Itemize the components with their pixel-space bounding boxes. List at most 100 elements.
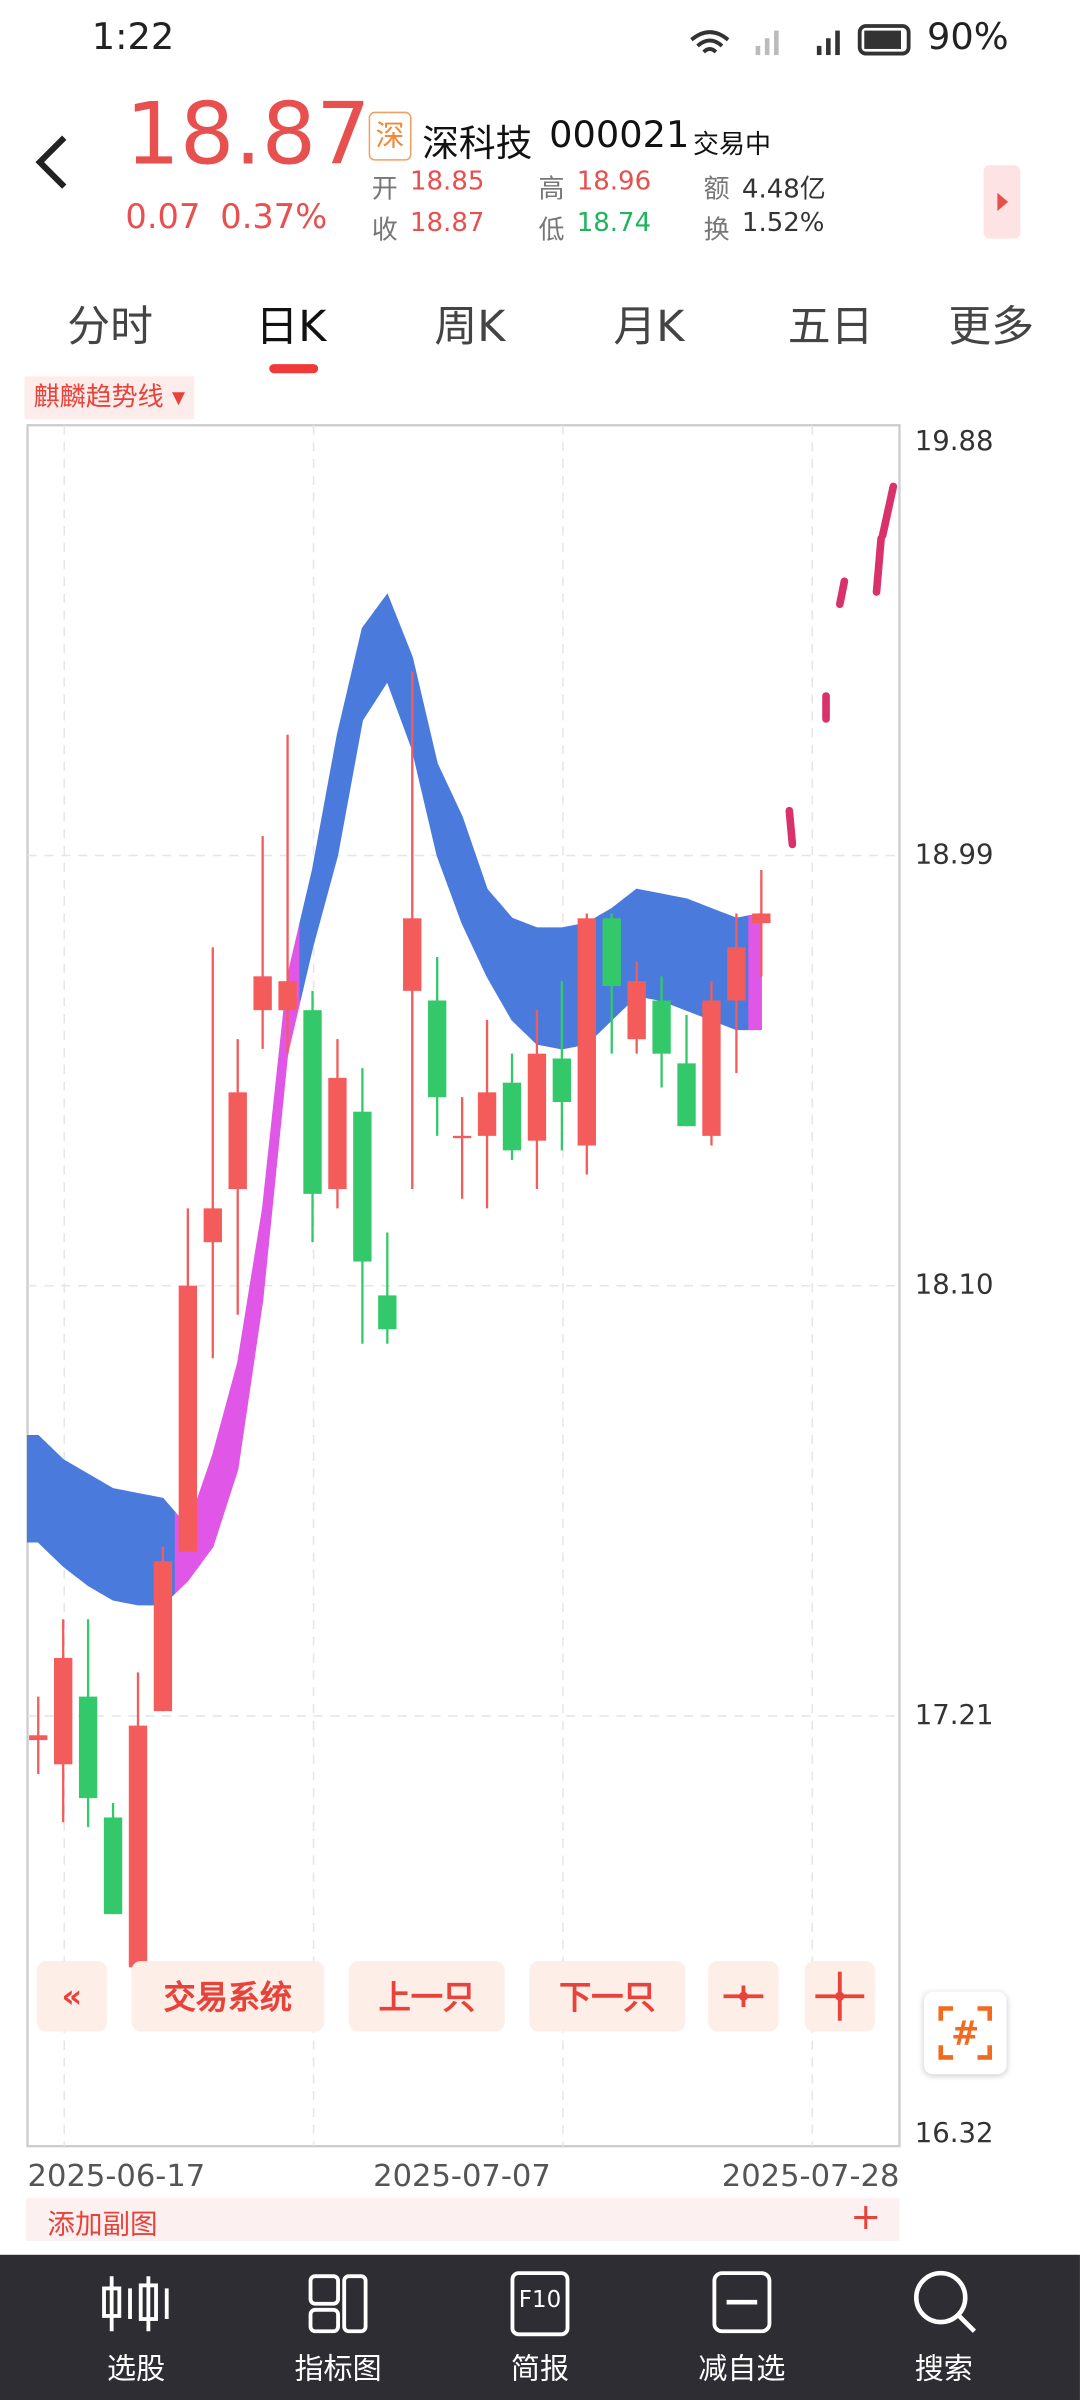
candle-body — [677, 1063, 696, 1127]
y-tick-label: 18.99 — [915, 838, 994, 870]
trend-band — [498, 902, 526, 1034]
trend-band — [75, 1465, 102, 1594]
stat-label: 高 — [538, 174, 565, 205]
time: 1:22 — [91, 15, 175, 59]
stock-code: 000021 — [549, 113, 690, 157]
y-tick-label: 18.10 — [915, 1269, 994, 1301]
candle-body — [278, 981, 297, 1011]
cursor-button[interactable] — [804, 1961, 875, 2032]
crosshair-button[interactable] — [708, 1961, 779, 2032]
stock-name: 深科技 — [422, 122, 533, 166]
candle-body — [178, 1285, 198, 1552]
bottom-nav — [0, 2254, 1080, 2400]
candle-body — [477, 1092, 497, 1136]
tab[interactable]: 日K — [255, 301, 327, 352]
nav-icon — [308, 2274, 368, 2334]
x-tick-label: 2025-07-07 — [373, 2159, 551, 2194]
trend-band — [50, 1446, 77, 1578]
add-subchart-bar[interactable]: 添加副图 + — [26, 2195, 900, 2242]
trend-band — [424, 710, 451, 890]
stat-label: 低 — [538, 215, 565, 247]
stat-value: 1.52% — [741, 208, 825, 239]
nav-label: 搜索 — [914, 2352, 973, 2387]
tab[interactable]: 五日 — [787, 301, 874, 352]
x-tick-label: 2025-07-28 — [722, 2159, 900, 2194]
candle-body — [403, 918, 422, 991]
trend-band — [249, 1092, 276, 1385]
icon — [723, 1985, 764, 2007]
candle-body — [527, 1053, 547, 1141]
stat-value: 18.85 — [409, 166, 485, 198]
tab[interactable]: 更多 — [948, 301, 1035, 352]
tab-indicator — [269, 364, 319, 374]
back-button[interactable] — [28, 132, 74, 193]
stat-label: 收 — [371, 215, 398, 247]
trade-status: 交易中 — [692, 130, 771, 161]
nav-item[interactable]: F10 简报 — [441, 2255, 640, 2399]
candle-body — [727, 947, 746, 1001]
status-icons — [690, 24, 911, 56]
tab[interactable]: 分时 — [67, 301, 153, 352]
chart-button[interactable]: 交易系统 — [131, 1961, 325, 2032]
nav-icon — [510, 2271, 570, 2337]
trend-band — [449, 789, 476, 951]
chart-button[interactable]: 下一只 — [529, 1961, 686, 2032]
kline-chart: 16.32 17.21 18.10 18.99 19.88 2025-06-17 2025-… — [26, 424, 994, 2194]
icon — [815, 1971, 865, 2021]
arrow — [997, 192, 1009, 212]
icon: # — [938, 2006, 993, 2060]
exchange-badge: 深 — [368, 111, 412, 161]
chart-button[interactable]: 上一只 — [348, 1961, 505, 2032]
candle-body — [602, 918, 621, 987]
nav-icon — [102, 2276, 169, 2332]
candle-body — [103, 1817, 123, 1915]
battery: 90% — [926, 15, 1009, 59]
add-icon: + — [850, 2195, 882, 2238]
candle-body — [78, 1696, 98, 1799]
stat-value: 18.74 — [576, 208, 652, 239]
candle-body — [752, 913, 771, 924]
stat-value: 18.96 — [576, 166, 652, 198]
side-toggle[interactable] — [983, 165, 1021, 239]
nav-item[interactable]: 减自选 — [642, 2255, 841, 2399]
candle-body — [153, 1561, 173, 1712]
stat-label: 额 — [703, 174, 730, 205]
indicator-selector[interactable]: 麒麟趋势线 ▾ — [24, 376, 195, 420]
trend-band — [26, 1434, 52, 1556]
stat-label: 换 — [703, 215, 730, 247]
candle-body — [29, 1735, 48, 1741]
trend-band — [124, 1490, 152, 1606]
y-tick-label: 17.21 — [915, 1699, 994, 1731]
candle-body — [452, 1135, 472, 1139]
candle-body — [353, 1111, 372, 1262]
candle-body — [502, 1082, 522, 1151]
trend-band — [299, 802, 326, 1001]
candle-body — [627, 981, 646, 1040]
candle-body — [378, 1295, 397, 1330]
grid-button[interactable]: # — [923, 1991, 1007, 2075]
nav-label: 简报 — [510, 2352, 570, 2387]
tab[interactable]: 周K — [434, 301, 506, 352]
nav-item[interactable]: 搜索 — [844, 2255, 1043, 2399]
indicator-name: 麒麟趋势线 — [33, 382, 164, 414]
candle-body — [428, 1000, 447, 1098]
nav-item[interactable]: 指标图 — [239, 2255, 438, 2399]
candle-body — [128, 1725, 148, 1968]
y-tick-label: 19.88 — [915, 425, 994, 457]
stat-label: 开 — [371, 174, 398, 205]
nav-icon — [913, 2270, 977, 2333]
trend-band — [374, 593, 401, 716]
svg-text:#: # — [951, 2014, 979, 2053]
candle-body — [652, 1000, 671, 1054]
nav-item[interactable]: 选股 — [37, 2255, 236, 2399]
stat-value: 18.87 — [409, 208, 485, 239]
candle-body — [328, 1077, 347, 1190]
nav-icon — [712, 2271, 772, 2334]
candle-body — [228, 1092, 247, 1190]
collapse-button[interactable]: « — [36, 1961, 108, 2032]
projection — [785, 482, 898, 849]
tab[interactable]: 月K — [613, 301, 685, 352]
y-tick-label: 16.32 — [915, 2117, 994, 2149]
